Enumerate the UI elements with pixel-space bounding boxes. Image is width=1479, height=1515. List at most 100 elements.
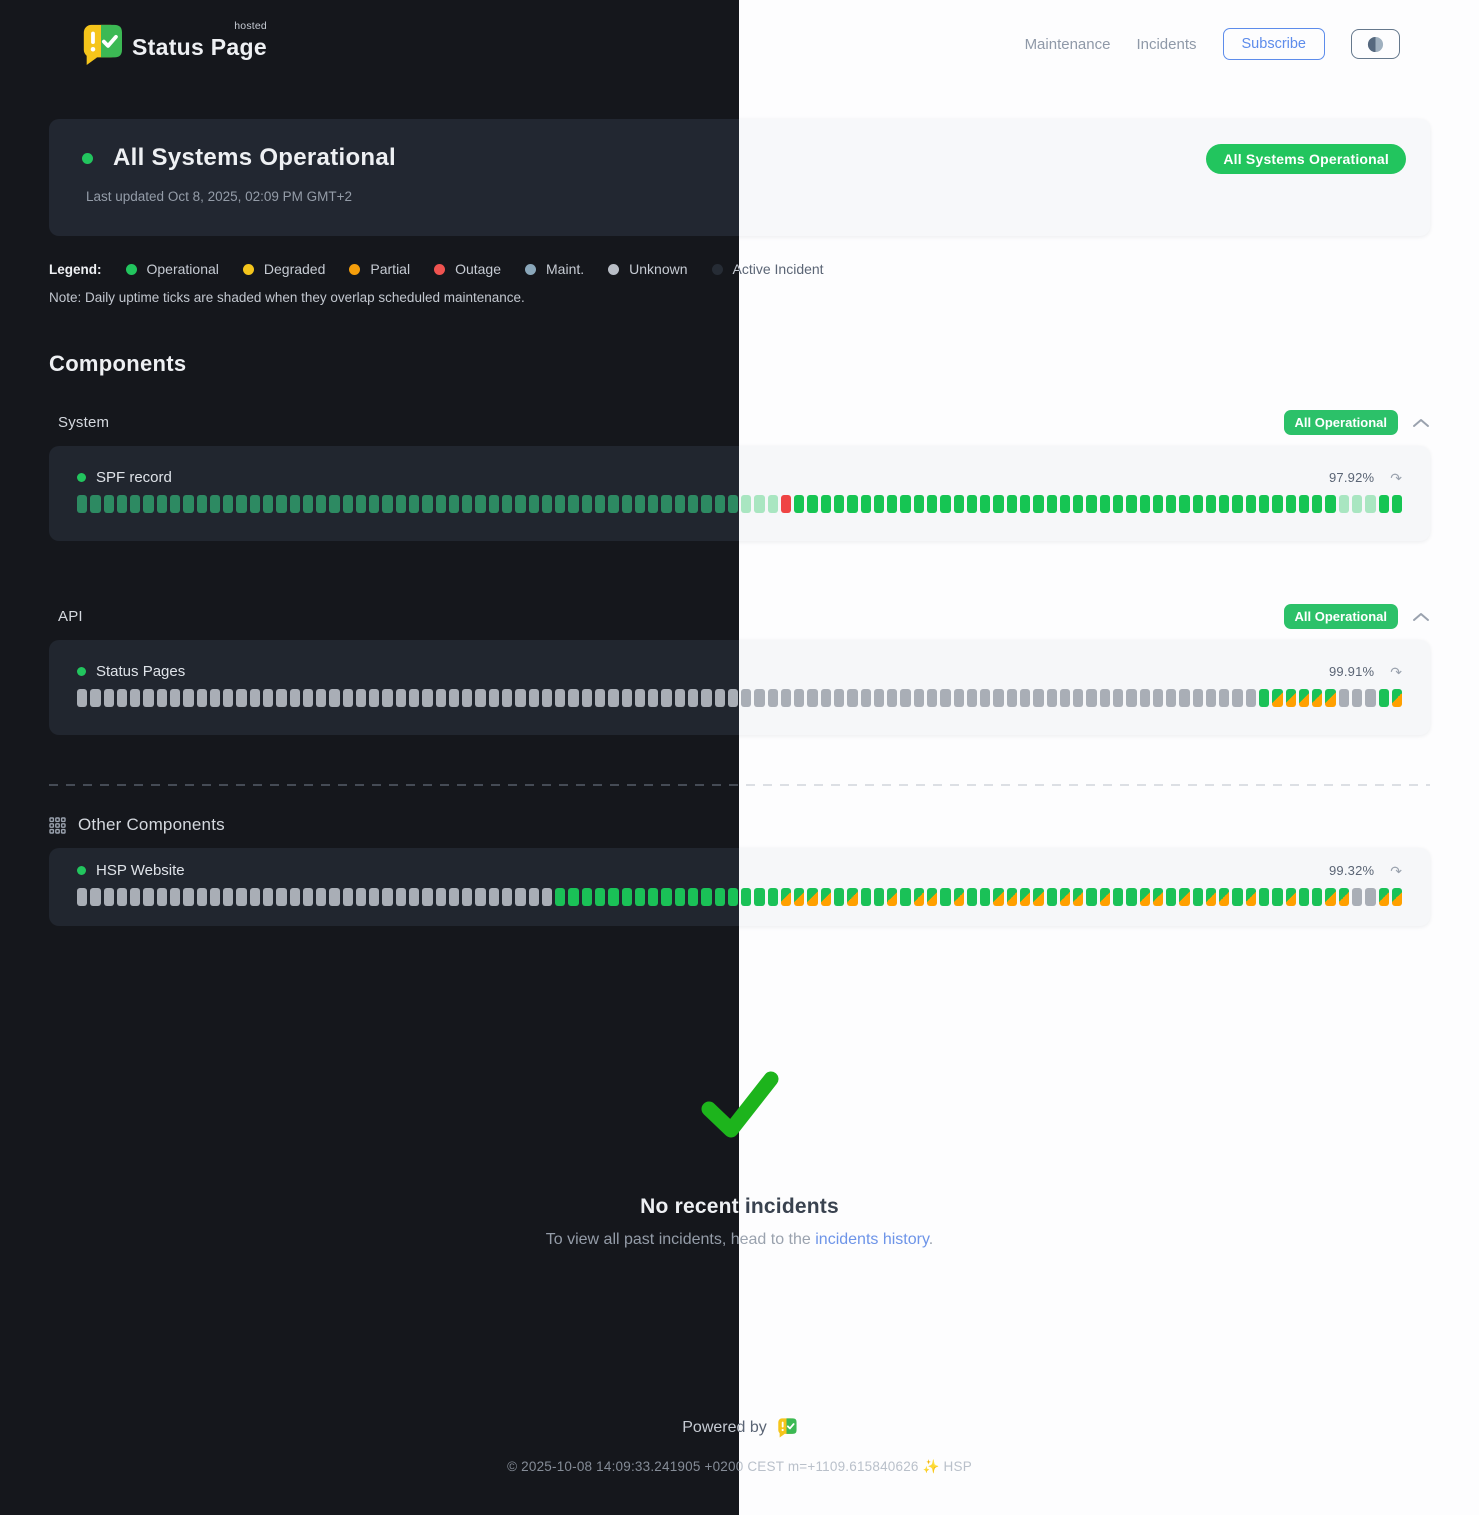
uptime-tick[interactable] <box>1073 888 1084 906</box>
uptime-tick[interactable] <box>1352 689 1363 707</box>
uptime-tick[interactable] <box>794 495 805 513</box>
uptime-tick[interactable] <box>741 888 752 906</box>
uptime-tick[interactable] <box>622 689 632 707</box>
uptime-tick[interactable] <box>1112 495 1124 513</box>
uptime-tick[interactable] <box>1019 888 1031 906</box>
uptime-tick[interactable] <box>582 689 592 707</box>
uptime-tick[interactable] <box>953 888 964 906</box>
uptime-tick[interactable] <box>396 495 406 513</box>
uptime-tick[interactable] <box>635 689 645 707</box>
uptime-tick[interactable] <box>356 689 366 707</box>
uptime-tick[interactable] <box>834 689 845 707</box>
nav-link-maintenance[interactable]: Maintenance <box>1024 35 1111 53</box>
uptime-tick[interactable] <box>276 689 286 707</box>
uptime-tick[interactable] <box>1272 689 1283 707</box>
uptime-tick[interactable] <box>622 495 632 513</box>
uptime-tick[interactable] <box>1046 689 1057 707</box>
uptime-tick[interactable] <box>197 888 207 906</box>
uptime-tick[interactable] <box>329 888 339 906</box>
uptime-tick[interactable] <box>754 495 765 513</box>
uptime-tick[interactable] <box>515 689 525 707</box>
uptime-tick[interactable] <box>1006 888 1017 906</box>
uptime-tick[interactable] <box>489 495 499 513</box>
uptime-tick[interactable] <box>807 888 818 906</box>
uptime-tick[interactable] <box>1285 888 1296 906</box>
uptime-tick[interactable] <box>993 495 1004 513</box>
uptime-tick[interactable] <box>143 888 153 906</box>
uptime-tick[interactable] <box>1086 495 1097 513</box>
uptime-tick[interactable] <box>661 689 671 707</box>
uptime-tick[interactable] <box>502 689 512 707</box>
uptime-tick[interactable] <box>316 888 326 906</box>
uptime-tick[interactable] <box>303 888 313 906</box>
uptime-tick[interactable] <box>276 888 286 906</box>
uptime-tick[interactable] <box>993 689 1004 707</box>
uptime-tick[interactable] <box>1378 689 1389 707</box>
uptime-tick[interactable] <box>1272 888 1283 906</box>
uptime-tick[interactable] <box>1205 888 1217 906</box>
uptime-tick[interactable] <box>422 689 432 707</box>
uptime-tick[interactable] <box>1378 495 1389 513</box>
uptime-tick[interactable] <box>117 888 127 906</box>
uptime-tick[interactable] <box>263 495 273 513</box>
uptime-tick[interactable] <box>1179 888 1190 906</box>
uptime-tick[interactable] <box>648 888 658 906</box>
refresh-icon[interactable]: ↷ <box>1390 663 1402 680</box>
uptime-tick[interactable] <box>1006 495 1017 513</box>
uptime-tick[interactable] <box>568 495 578 513</box>
uptime-tick[interactable] <box>170 888 180 906</box>
uptime-tick[interactable] <box>1391 689 1403 707</box>
uptime-tick[interactable] <box>475 689 485 707</box>
uptime-tick[interactable] <box>542 495 552 513</box>
uptime-tick[interactable] <box>1192 689 1203 707</box>
uptime-tick[interactable] <box>369 689 379 707</box>
uptime-tick[interactable] <box>183 689 193 707</box>
uptime-tick[interactable] <box>860 888 871 906</box>
uptime-tick[interactable] <box>847 689 858 707</box>
uptime-tick[interactable] <box>436 689 446 707</box>
uptime-tick[interactable] <box>263 888 273 906</box>
uptime-tick[interactable] <box>754 888 765 906</box>
uptime-tick[interactable] <box>1232 888 1243 906</box>
uptime-tick[interactable] <box>1166 888 1177 906</box>
theme-toggle-button[interactable] <box>1351 29 1400 59</box>
uptime-tick[interactable] <box>90 495 100 513</box>
uptime-tick[interactable] <box>913 689 924 707</box>
uptime-tick[interactable] <box>860 689 871 707</box>
uptime-tick[interactable] <box>555 689 565 707</box>
uptime-tick[interactable] <box>263 689 273 707</box>
uptime-tick[interactable] <box>290 689 300 707</box>
uptime-tick[interactable] <box>767 495 778 513</box>
uptime-tick[interactable] <box>741 495 752 513</box>
uptime-tick[interactable] <box>754 689 765 707</box>
uptime-tick[interactable] <box>820 689 832 707</box>
uptime-tick[interactable] <box>77 495 87 513</box>
uptime-tick[interactable] <box>780 495 792 513</box>
chevron-up-icon[interactable] <box>1412 611 1430 623</box>
uptime-tick[interactable] <box>953 495 964 513</box>
uptime-tick[interactable] <box>1073 689 1084 707</box>
uptime-tick[interactable] <box>1391 888 1403 906</box>
uptime-tick[interactable] <box>210 689 220 707</box>
uptime-tick[interactable] <box>1259 888 1270 906</box>
uptime-tick[interactable] <box>1298 689 1310 707</box>
uptime-tick[interactable] <box>1046 888 1057 906</box>
uptime-tick[interactable] <box>1179 495 1190 513</box>
uptime-tick[interactable] <box>157 888 167 906</box>
uptime-tick[interactable] <box>1338 495 1349 513</box>
uptime-tick[interactable] <box>767 888 778 906</box>
uptime-tick[interactable] <box>462 689 472 707</box>
uptime-tick[interactable] <box>582 495 592 513</box>
uptime-tick[interactable] <box>250 888 260 906</box>
uptime-tick[interactable] <box>290 888 300 906</box>
uptime-tick[interactable] <box>382 495 392 513</box>
uptime-tick[interactable] <box>927 888 938 906</box>
uptime-tick[interactable] <box>1126 495 1137 513</box>
uptime-tick[interactable] <box>236 888 246 906</box>
uptime-tick[interactable] <box>1099 689 1110 707</box>
uptime-tick[interactable] <box>1312 888 1323 906</box>
uptime-tick[interactable] <box>223 689 233 707</box>
uptime-tick[interactable] <box>223 888 233 906</box>
uptime-tick[interactable] <box>502 495 512 513</box>
uptime-tick[interactable] <box>940 495 951 513</box>
